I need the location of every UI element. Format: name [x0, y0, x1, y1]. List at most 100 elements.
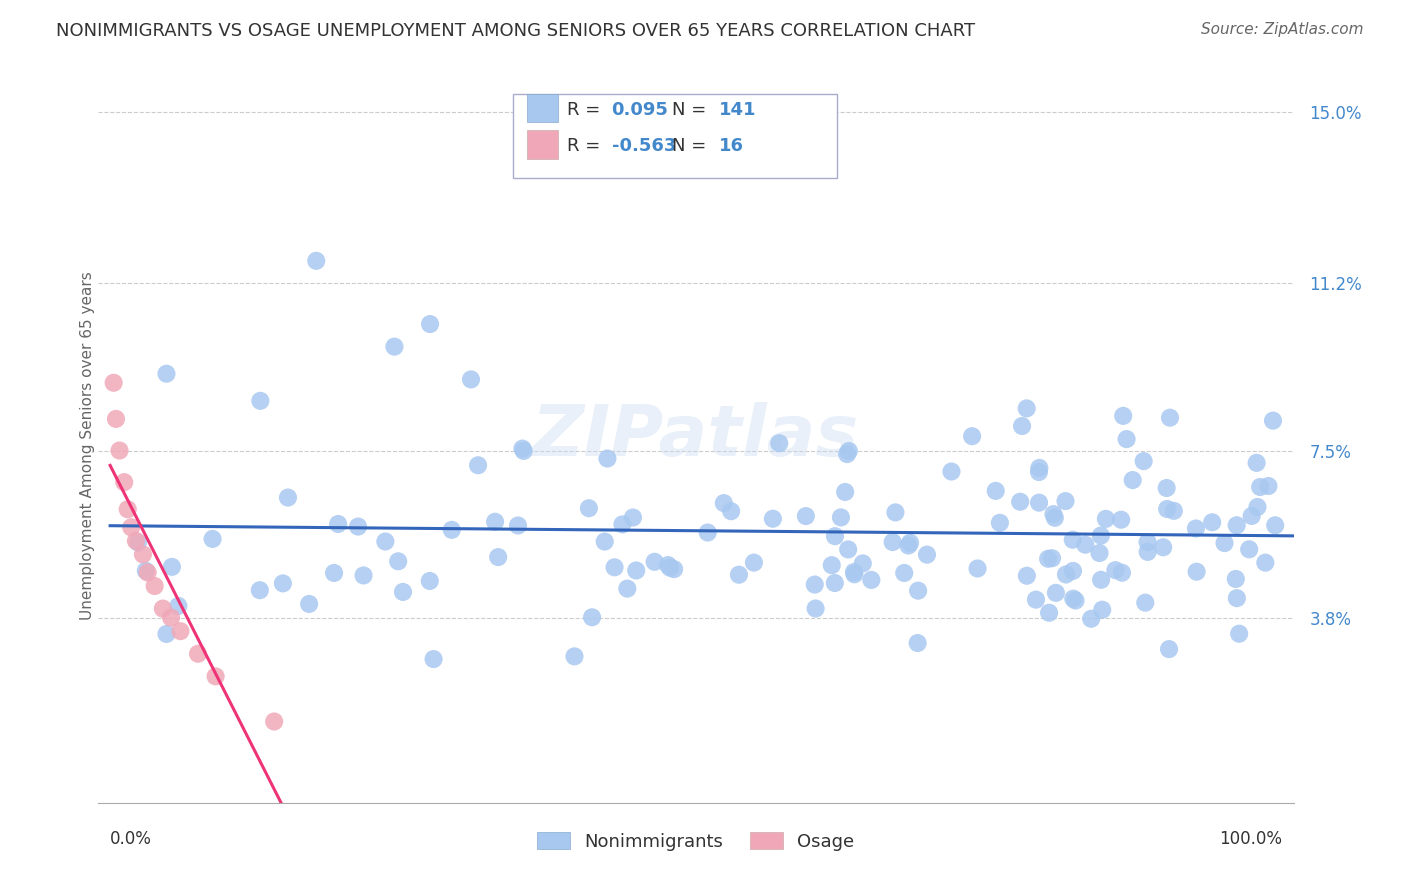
Point: [1104, 563, 1126, 577]
Point: [1062, 591, 1084, 606]
Point: [1011, 419, 1033, 434]
Point: [1254, 556, 1277, 570]
Text: 100.0%: 100.0%: [1219, 830, 1282, 848]
Point: [824, 529, 846, 543]
Point: [1132, 454, 1154, 468]
Point: [1054, 567, 1077, 582]
Point: [1036, 551, 1059, 566]
Point: [155, 367, 177, 381]
Point: [249, 393, 271, 408]
Point: [898, 536, 921, 550]
Point: [728, 567, 751, 582]
Point: [152, 601, 174, 615]
Point: [1010, 495, 1032, 509]
Point: [486, 550, 509, 565]
Point: [1156, 481, 1178, 495]
Point: [105, 412, 128, 426]
Point: [852, 557, 875, 571]
Point: [1261, 414, 1284, 428]
Point: [167, 599, 190, 613]
Point: [596, 451, 619, 466]
Point: [564, 649, 586, 664]
Text: R =: R =: [567, 101, 606, 119]
Point: [966, 561, 988, 575]
Point: [512, 444, 534, 458]
Point: [112, 475, 135, 490]
Point: [624, 564, 647, 578]
Point: [1028, 461, 1050, 475]
Point: [169, 624, 191, 639]
Point: [1246, 500, 1268, 514]
Point: [838, 444, 860, 458]
Point: [762, 512, 785, 526]
Point: [1040, 551, 1063, 566]
Point: [837, 542, 859, 557]
Point: [821, 558, 844, 573]
Point: [884, 505, 907, 519]
Point: [305, 253, 328, 268]
Point: [125, 533, 148, 548]
Point: [326, 516, 349, 531]
Point: [353, 568, 375, 582]
Point: [155, 627, 177, 641]
Point: [422, 652, 444, 666]
Point: [460, 372, 482, 386]
Text: Source: ZipAtlas.com: Source: ZipAtlas.com: [1201, 22, 1364, 37]
Point: [603, 560, 626, 574]
Point: [204, 669, 226, 683]
Point: [103, 376, 125, 390]
Point: [1201, 515, 1223, 529]
Point: [127, 535, 149, 549]
Point: [1090, 573, 1112, 587]
Point: [720, 504, 742, 518]
Point: [835, 447, 858, 461]
Point: [120, 520, 142, 534]
Point: [419, 317, 441, 331]
Text: R =: R =: [567, 137, 606, 155]
Point: [387, 554, 409, 568]
Point: [1163, 504, 1185, 518]
Point: [374, 534, 396, 549]
Point: [1185, 565, 1208, 579]
Point: [419, 574, 441, 588]
Point: [467, 458, 489, 473]
Point: [135, 564, 157, 578]
Point: [1091, 603, 1114, 617]
Point: [201, 532, 224, 546]
Point: [804, 601, 827, 615]
Point: [1135, 596, 1157, 610]
Point: [1064, 593, 1087, 607]
Point: [1152, 541, 1174, 555]
Point: [860, 573, 883, 587]
Point: [581, 610, 603, 624]
Point: [882, 535, 904, 549]
Point: [578, 501, 600, 516]
Point: [1062, 564, 1084, 578]
Point: [984, 483, 1007, 498]
Point: [662, 562, 685, 576]
Point: [160, 559, 183, 574]
Point: [1080, 612, 1102, 626]
Point: [1028, 496, 1050, 510]
Point: [1136, 535, 1159, 549]
Point: [323, 566, 346, 580]
Point: [506, 518, 529, 533]
Point: [271, 576, 294, 591]
Point: [907, 583, 929, 598]
Point: [593, 534, 616, 549]
Point: [842, 565, 865, 579]
Point: [794, 509, 817, 524]
Text: 0.095: 0.095: [612, 101, 668, 119]
Point: [830, 510, 852, 524]
Point: [249, 583, 271, 598]
Point: [1045, 586, 1067, 600]
Point: [108, 443, 131, 458]
Point: [960, 429, 983, 443]
Point: [1249, 480, 1271, 494]
Point: [612, 517, 634, 532]
Point: [1111, 566, 1133, 580]
Point: [657, 558, 679, 572]
Point: [1038, 606, 1060, 620]
Point: [1015, 401, 1038, 416]
Point: [907, 636, 929, 650]
